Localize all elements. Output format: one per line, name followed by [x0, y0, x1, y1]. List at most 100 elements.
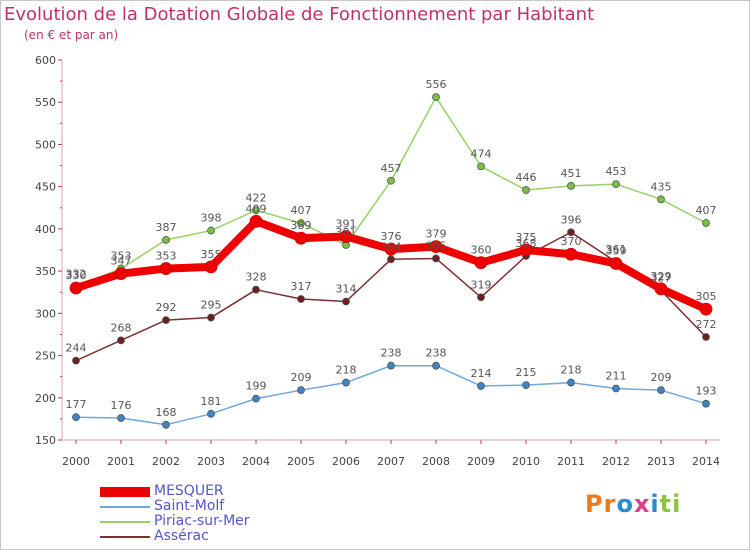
data-label-asserac: 396	[561, 213, 582, 226]
data-label-piriac-sur-mer: 422	[246, 191, 267, 204]
data-label-mesquer: 353	[156, 250, 177, 263]
data-point-mesquer	[249, 214, 263, 228]
data-point-saint-molf	[297, 386, 305, 395]
data-label-mesquer: 376	[381, 230, 402, 243]
x-tick-label: 2000	[62, 455, 90, 468]
data-point-piriac-sur-mer	[702, 219, 710, 227]
data-point-asserac	[252, 285, 260, 294]
data-point-saint-molf	[522, 381, 530, 390]
data-label-saint-molf: 209	[291, 371, 312, 384]
x-tick-label: 2003	[197, 455, 225, 468]
data-label-asserac: 327	[651, 272, 672, 285]
data-label-saint-molf: 218	[561, 364, 582, 377]
data-point-piriac-sur-mer	[477, 162, 485, 171]
legend-label-asserac: Assérac	[154, 528, 209, 544]
data-point-piriac-sur-mer	[567, 181, 575, 190]
data-point-saint-molf	[252, 394, 260, 403]
data-label-mesquer: 379	[426, 228, 447, 241]
data-point-saint-molf	[342, 378, 350, 387]
data-point-asserac	[342, 297, 350, 306]
x-tick-label: 2010	[512, 455, 540, 468]
data-label-mesquer: 329	[651, 270, 672, 283]
data-point-mesquer	[159, 262, 173, 275]
y-tick-label: 150	[35, 434, 56, 447]
logo-letter: x	[633, 490, 651, 518]
data-label-asserac: 361	[606, 243, 627, 256]
logo-letter: t	[659, 490, 673, 518]
legend-label-saint-molf: Saint-Molf	[154, 498, 225, 514]
data-point-mesquer	[114, 267, 128, 281]
data-point-mesquer	[609, 257, 623, 270]
x-tick-label: 2005	[287, 455, 315, 468]
logo-letter: P	[585, 490, 604, 518]
data-label-saint-molf: 176	[111, 399, 132, 412]
y-tick-label: 500	[35, 138, 56, 151]
data-label-mesquer: 359	[606, 245, 627, 258]
data-label-piriac-sur-mer: 446	[516, 171, 537, 184]
data-label-asserac: 368	[516, 237, 537, 250]
legend-swatch-mesquer	[100, 486, 150, 497]
legend-swatch-saint-molf	[100, 505, 150, 508]
data-point-saint-molf	[387, 361, 395, 370]
data-point-mesquer	[474, 256, 488, 270]
data-label-mesquer: 305	[696, 290, 717, 303]
data-point-piriac-sur-mer	[207, 226, 215, 235]
data-point-piriac-sur-mer	[612, 180, 620, 189]
legend-label-piriac-sur-mer: Piriac-sur-Mer	[154, 513, 250, 529]
x-tick-label: 2011	[557, 455, 585, 468]
logo-letter: o	[616, 490, 634, 518]
data-label-saint-molf: 214	[471, 367, 492, 380]
data-label-asserac: 364	[381, 240, 402, 253]
x-tick-label: 2007	[377, 455, 405, 468]
data-point-mesquer	[294, 231, 308, 245]
x-tick-label: 2001	[107, 455, 135, 468]
data-label-mesquer: 347	[111, 255, 132, 268]
x-tick-label: 2014	[692, 455, 720, 468]
data-label-piriac-sur-mer: 407	[291, 204, 312, 217]
data-label-piriac-sur-mer: 457	[381, 162, 402, 175]
data-point-asserac	[477, 293, 485, 302]
data-label-piriac-sur-mer: 474	[471, 147, 492, 160]
logo-letter: i	[650, 490, 660, 518]
data-label-piriac-sur-mer: 435	[651, 180, 672, 193]
data-label-mesquer: 375	[516, 231, 537, 244]
data-point-mesquer	[429, 240, 443, 254]
data-label-piriac-sur-mer: 332	[66, 267, 87, 280]
data-point-mesquer	[519, 243, 533, 257]
data-point-mesquer	[654, 282, 668, 296]
legend-swatch-piriac-sur-mer	[100, 520, 150, 523]
data-label-asserac: 314	[336, 283, 357, 296]
data-point-piriac-sur-mer	[297, 219, 305, 227]
data-label-mesquer: 370	[561, 235, 582, 248]
y-tick-label: 250	[35, 350, 56, 363]
data-point-asserac	[72, 356, 80, 365]
data-label-piriac-sur-mer: 387	[156, 221, 177, 234]
data-label-saint-molf: 199	[246, 380, 267, 393]
y-tick-label: 350	[35, 265, 56, 278]
data-point-mesquer	[384, 242, 398, 256]
data-label-asserac: 365	[426, 239, 447, 252]
data-point-mesquer	[699, 302, 713, 316]
data-point-mesquer	[204, 260, 218, 274]
data-point-saint-molf	[162, 420, 170, 429]
data-point-saint-molf	[567, 378, 575, 387]
data-label-mesquer: 355	[201, 248, 222, 261]
data-label-piriac-sur-mer: 398	[201, 212, 222, 225]
data-label-asserac: 244	[66, 342, 87, 355]
data-label-asserac: 319	[471, 278, 492, 291]
data-point-saint-molf	[72, 413, 80, 422]
data-label-mesquer: 389	[291, 219, 312, 232]
x-tick-label: 2012	[602, 455, 630, 468]
data-label-saint-molf: 238	[381, 347, 402, 360]
data-point-asserac	[567, 228, 575, 237]
legend-swatch-asserac	[100, 535, 150, 538]
y-tick-label: 300	[35, 307, 56, 320]
data-label-saint-molf: 177	[66, 398, 87, 411]
x-tick-label: 2008	[422, 455, 450, 468]
data-point-saint-molf	[702, 399, 710, 408]
data-point-piriac-sur-mer	[522, 186, 530, 194]
data-point-saint-molf	[117, 414, 125, 422]
y-tick-label: 400	[35, 223, 56, 236]
data-point-saint-molf	[657, 386, 665, 395]
